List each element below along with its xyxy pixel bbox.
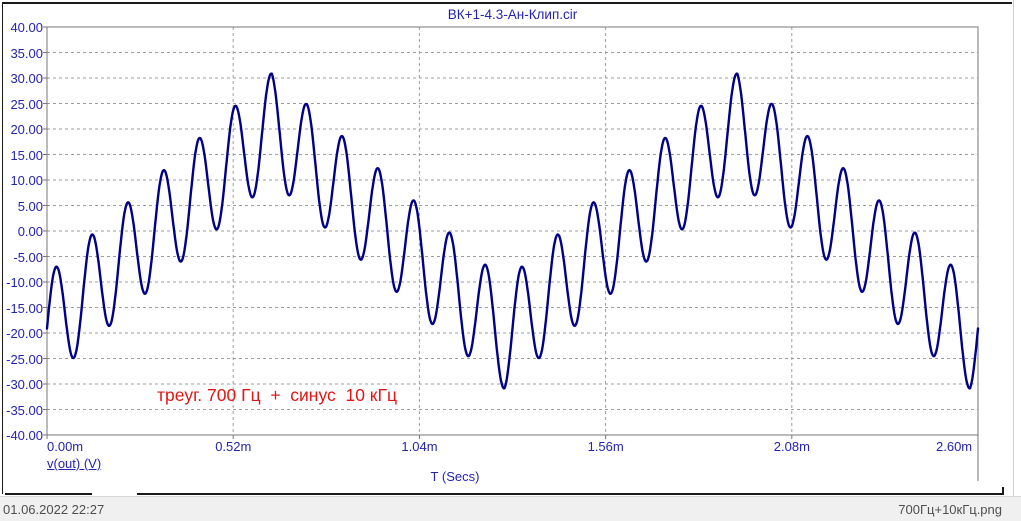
x-tick-label: 2.60m: [936, 439, 973, 454]
waveform-trace: [45, 72, 980, 390]
y-tick-label: 25.00: [10, 96, 43, 112]
y-tick-label: -25.00: [6, 351, 43, 367]
status-datetime: 01.06.2022 22:27: [3, 502, 105, 517]
window-top-border: [2, 2, 1012, 4]
y-tick-label: -5.00: [13, 249, 43, 265]
y-tick-label: -20.00: [6, 326, 43, 341]
plot-title: ВК+1-4.3-Ан-Клип.cir: [447, 7, 578, 22]
y-tick-label: 30.00: [10, 71, 43, 86]
y-tick-label: -40.00: [6, 428, 43, 443]
window-bottom-border-left-segment: [5, 493, 92, 495]
x-tick-label: 1.56m: [587, 439, 624, 454]
y-tick-label: -35.00: [6, 402, 43, 418]
y-tick-label: 40.00: [10, 20, 43, 35]
y-tick-label: -10.00: [6, 275, 43, 290]
window-bottom-border-right-segment: [137, 493, 1003, 495]
trace-legend-vout[interactable]: v(out) (V): [47, 456, 102, 471]
x-tick-label: 2.08m: [773, 439, 810, 454]
x-tick-label: 1.04m: [401, 439, 438, 454]
y-tick-label: 10.00: [10, 173, 43, 188]
x-tick-label: 0.00m: [47, 439, 84, 454]
axes-frame: [46, 26, 979, 436]
y-tick-label: 0.00: [17, 224, 43, 239]
y-tick-label: 20.00: [10, 122, 43, 137]
y-tick-label: 15.00: [10, 147, 43, 163]
y-tick-label: 5.00: [17, 198, 43, 214]
x-axis-title: T (Secs): [430, 469, 480, 484]
y-tick-label: -15.00: [6, 300, 43, 316]
y-tick-label: -30.00: [6, 377, 43, 392]
window-right-edge: [1013, 0, 1014, 521]
window-left-border: [2, 2, 3, 494]
annotation-text: треуг. 700 Гц + синус 10 кГц: [157, 385, 397, 405]
status-filename: 700Гц+10кГц.png: [898, 502, 1002, 517]
y-tick-label: 35.00: [10, 45, 43, 61]
status-bar: 01.06.2022 22:27 700Гц+10кГц.png: [0, 496, 1021, 521]
x-tick-label: 0.52m: [215, 439, 252, 454]
window-bottom-right-corner-tick: [1002, 487, 1004, 495]
